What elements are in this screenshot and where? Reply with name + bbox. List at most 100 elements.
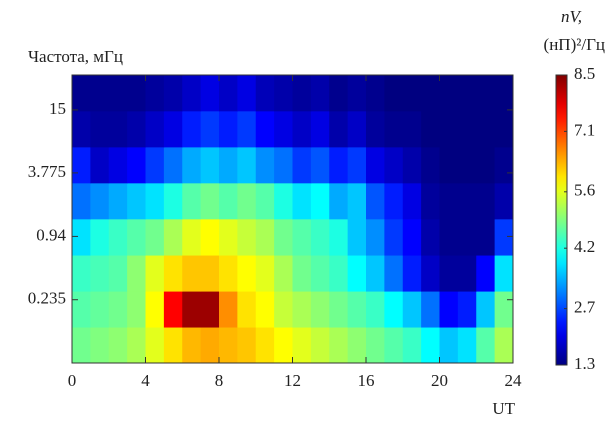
heatmap-cell [457,146,477,184]
heatmap-cell [163,291,183,328]
heatmap-cell [72,218,91,256]
heatmap-cell [476,75,496,112]
heatmap-cell [310,75,330,112]
heatmap-cell [219,75,238,112]
heatmap-cell [219,182,238,220]
colorbar-tick-label: 5.6 [574,181,595,200]
heatmap-cell [237,327,257,364]
heatmap-cell [457,75,477,112]
heatmap-cell [108,218,128,256]
heatmap-cell [402,182,422,220]
heatmap-cell [127,218,146,256]
heatmap-cell [494,110,514,148]
heatmap-cell [310,110,330,148]
heatmap-cell [145,327,165,364]
heatmap-cell [127,75,146,112]
heatmap-cell [127,327,146,364]
heatmap-cell [255,255,275,292]
heatmap-cell [476,182,496,220]
heatmap-cell [384,327,404,364]
heatmap-cell [402,218,422,256]
heatmap-cell [163,110,183,148]
heatmap-cell [494,218,514,256]
heatmap-cell [274,218,293,256]
heatmap-cell [347,327,367,364]
heatmap-cell [274,110,293,148]
heatmap-cell [108,75,128,112]
heatmap-cell [366,255,385,292]
heatmap-cell [329,218,349,256]
heatmap-cell [476,218,496,256]
heatmap-cell [274,327,293,364]
heatmap-cell [200,182,220,220]
heatmap-cell [108,291,128,328]
heatmap-cell [182,110,202,148]
heatmap-cell [421,255,440,292]
heatmap-cell [219,218,238,256]
heatmap-cell [237,75,257,112]
heatmap-cell [200,255,220,292]
heatmap-cell [200,146,220,184]
heatmap-cell [182,182,202,220]
colorbar-tick-label: 7.1 [574,120,595,139]
heatmap-cell [457,218,477,256]
heatmap-cell [457,110,477,148]
heatmap-cell [72,327,91,364]
heatmap-cell [384,110,404,148]
heatmap-cell [347,255,367,292]
heatmap-cell [421,75,440,112]
heatmap-cell [457,291,477,328]
heatmap-cell [329,110,349,148]
heatmap-cell [274,75,293,112]
heatmap-cell [90,218,110,256]
heatmap-cell [402,146,422,184]
heatmap-cell [90,291,110,328]
heatmap-cell [127,255,146,292]
y-tick-label: 0.94 [36,225,66,244]
heatmap-cell [439,182,459,220]
heatmap-cell [163,327,183,364]
heatmap-cell [182,291,202,328]
heatmap-cell [310,291,330,328]
heatmap-cell [310,146,330,184]
colorbar-tick-label: 2.7 [574,298,596,317]
heatmap-cell [421,291,440,328]
heatmap-cell [494,75,514,112]
heatmap-cell [347,291,367,328]
colorbar-tick-label: 4.2 [574,237,595,256]
heatmap-cell [310,182,330,220]
heatmap-cell [219,110,238,148]
heatmap-cell [292,182,312,220]
heatmap-cell [329,327,349,364]
heatmap-cell [219,146,238,184]
heatmap-cell [255,291,275,328]
heatmap-cell [200,291,220,328]
heatmap-cell [476,110,496,148]
heatmap-cell [274,291,293,328]
heatmap-cell [421,110,440,148]
heatmap-cell [329,75,349,112]
heatmap-cell [145,218,165,256]
x-tick-label: 4 [141,371,150,390]
heatmap-cell [145,255,165,292]
heatmap-cell [366,146,385,184]
heatmap-cell [347,110,367,148]
heatmap-cell [90,182,110,220]
heatmap-cell [200,327,220,364]
heatmap-cell [200,75,220,112]
heatmap-cell [255,327,275,364]
heatmap-cell [402,327,422,364]
heatmap-cell [439,110,459,148]
heatmap-cell [476,255,496,292]
heatmap-cell [310,218,330,256]
heatmap-cell [237,255,257,292]
heatmap-cell [274,182,293,220]
heatmap-cell [494,146,514,184]
heatmap-cell [237,291,257,328]
heatmap-cell [292,146,312,184]
y-tick-label: 15 [49,99,66,118]
heatmap-cell [108,110,128,148]
colorbar-tick-label: 8.5 [574,64,595,83]
heatmap-cell [182,218,202,256]
